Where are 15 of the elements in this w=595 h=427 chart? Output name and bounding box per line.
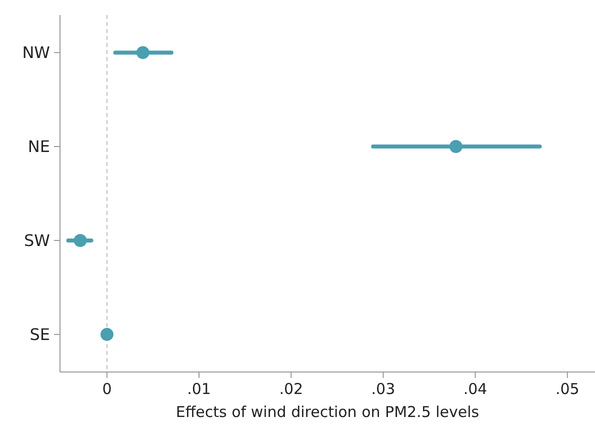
x-tick-label: .05 [555, 380, 580, 398]
y-tick-label: NE [28, 137, 50, 156]
x-axis-title: Effects of wind direction on PM2.5 levels [176, 403, 480, 421]
y-tick-label: NW [22, 43, 50, 62]
point [449, 140, 462, 154]
x-tick-label: 0 [102, 380, 112, 398]
x-tick-label: .02 [279, 380, 304, 398]
x-tick-label: .01 [187, 380, 211, 398]
y-tick-label: SE [30, 325, 50, 344]
x-tick-label: .03 [371, 380, 396, 398]
point [100, 328, 114, 341]
y-tick-label: SW [24, 231, 50, 250]
point [74, 234, 87, 247]
x-tick-label: .04 [463, 380, 488, 398]
point [136, 46, 150, 60]
